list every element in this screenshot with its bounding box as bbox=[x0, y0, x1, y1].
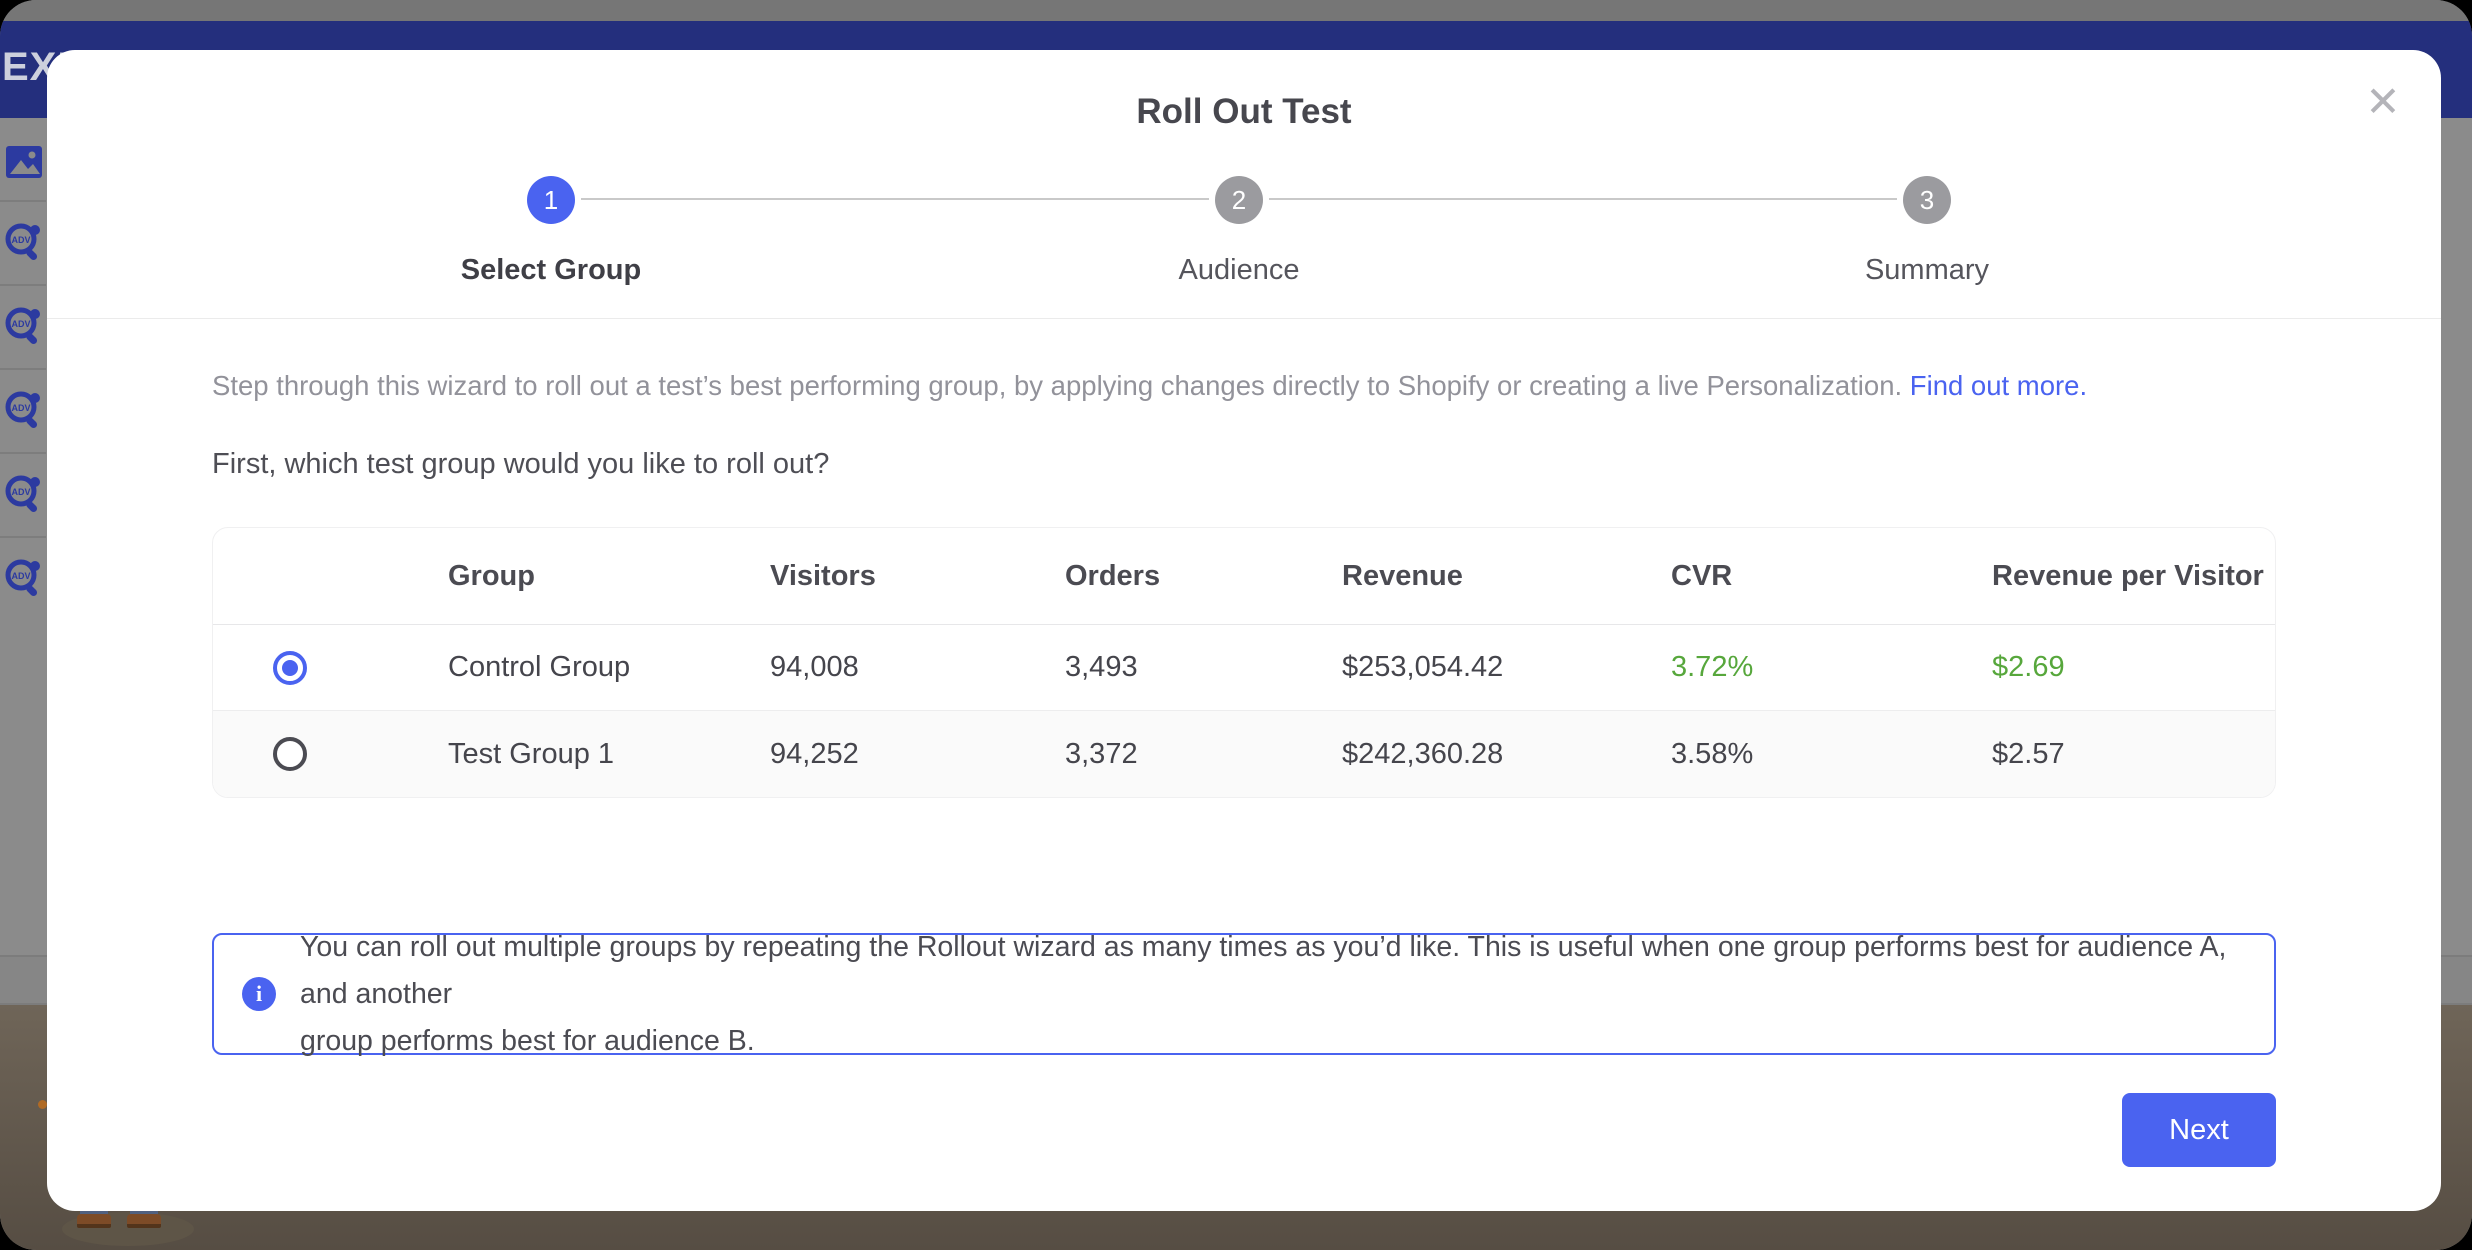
next-button[interactable]: Next bbox=[2122, 1093, 2276, 1167]
rollout-wizard-modal: Roll Out Test ✕ 1 2 3 Select Group Audie… bbox=[47, 50, 2441, 1211]
group-question: First, which test group would you like t… bbox=[212, 448, 830, 480]
svg-text:ADV: ADV bbox=[11, 571, 30, 581]
illustration-shoe bbox=[77, 1214, 111, 1228]
column-header-revenue: Revenue bbox=[1342, 559, 1463, 592]
background-sidebar: ADV ADV ADV ADV ADV bbox=[0, 118, 46, 958]
cell-visitors: 94,008 bbox=[770, 651, 859, 683]
group-radio-test-group-1[interactable] bbox=[273, 737, 307, 771]
group-radio-control-group[interactable] bbox=[273, 650, 307, 685]
table-row[interactable]: Test Group 1 94,252 3,372 $242,360.28 3.… bbox=[213, 711, 2275, 797]
group-selection-table: Group Visitors Orders Revenue CVR Revenu… bbox=[212, 527, 2276, 798]
step-2-label: Audience bbox=[1178, 254, 1300, 286]
sidebar-divider bbox=[0, 536, 46, 538]
cell-group-name: Test Group 1 bbox=[448, 737, 615, 770]
svg-text:ADV: ADV bbox=[11, 319, 30, 329]
svg-text:ADV: ADV bbox=[11, 487, 30, 497]
svg-text:ADV: ADV bbox=[11, 403, 30, 413]
wizard-description: Step through this wizard to roll out a t… bbox=[212, 370, 2282, 402]
cell-cvr: 3.72% bbox=[1671, 651, 1754, 683]
modal-title: Roll Out Test bbox=[1136, 92, 1352, 131]
find-out-more-link[interactable]: Find out more. bbox=[1909, 370, 2088, 401]
illustration-shoe bbox=[127, 1214, 161, 1228]
table-header-row: Group Visitors Orders Revenue CVR Revenu… bbox=[213, 528, 2275, 625]
info-note-line1: You can roll out multiple groups by repe… bbox=[300, 930, 2227, 1010]
step-2-circle[interactable]: 2 bbox=[1215, 176, 1263, 224]
illustration-dot bbox=[38, 1100, 47, 1109]
cell-orders: 3,493 bbox=[1065, 651, 1138, 683]
cell-revenue: $253,054.42 bbox=[1342, 651, 1504, 683]
background-top-strip bbox=[0, 0, 2472, 21]
column-header-cvr: CVR bbox=[1671, 559, 1733, 592]
description-text: Step through this wizard to roll out a t… bbox=[212, 370, 1903, 401]
adv-search-icon: ADV bbox=[5, 223, 40, 260]
cell-rpv: $2.57 bbox=[1992, 737, 2065, 770]
sidebar-divider bbox=[0, 200, 46, 202]
step-1-circle[interactable]: 1 bbox=[527, 176, 575, 224]
table-row[interactable]: Control Group 94,008 3,493 $253,054.42 3… bbox=[213, 625, 2275, 711]
cell-cvr: 3.58% bbox=[1671, 737, 1754, 770]
column-header-visitors: Visitors bbox=[770, 559, 876, 592]
step-3-label: Summary bbox=[1864, 254, 1990, 286]
step-1-label: Select Group bbox=[460, 254, 642, 286]
column-header-orders: Orders bbox=[1065, 559, 1161, 592]
info-note-box: i You can roll out multiple groups by re… bbox=[212, 931, 2276, 1057]
cell-rpv: $2.69 bbox=[1992, 651, 2065, 683]
stepper-divider bbox=[47, 318, 2441, 319]
cell-orders: 3,372 bbox=[1065, 737, 1138, 770]
info-icon: i bbox=[242, 977, 276, 1011]
step-3-circle[interactable]: 3 bbox=[1903, 176, 1951, 224]
info-note-text: You can roll out multiple groups by repe… bbox=[300, 924, 2246, 1065]
cell-visitors: 94,252 bbox=[770, 737, 859, 770]
adv-search-icon: ADV bbox=[5, 475, 40, 512]
adv-search-icon: ADV bbox=[5, 307, 40, 344]
adv-search-icon: ADV bbox=[5, 391, 40, 428]
sidebar-divider bbox=[0, 284, 46, 286]
adv-search-icon: ADV bbox=[5, 559, 40, 596]
info-note-line2: group performs best for audience B. bbox=[300, 1024, 755, 1057]
sidebar-divider bbox=[0, 452, 46, 454]
column-header-group: Group bbox=[448, 559, 535, 592]
close-icon[interactable]: ✕ bbox=[2365, 78, 2401, 125]
sidebar-divider bbox=[0, 368, 46, 370]
step-connector bbox=[1269, 198, 1897, 200]
cell-revenue: $242,360.28 bbox=[1342, 737, 1504, 770]
step-connector bbox=[581, 198, 1209, 200]
image-icon bbox=[6, 146, 42, 178]
svg-text:ADV: ADV bbox=[11, 235, 30, 245]
column-header-rpv: Revenue per Visitor bbox=[1992, 559, 2264, 592]
cell-group-name: Control Group bbox=[448, 651, 631, 683]
